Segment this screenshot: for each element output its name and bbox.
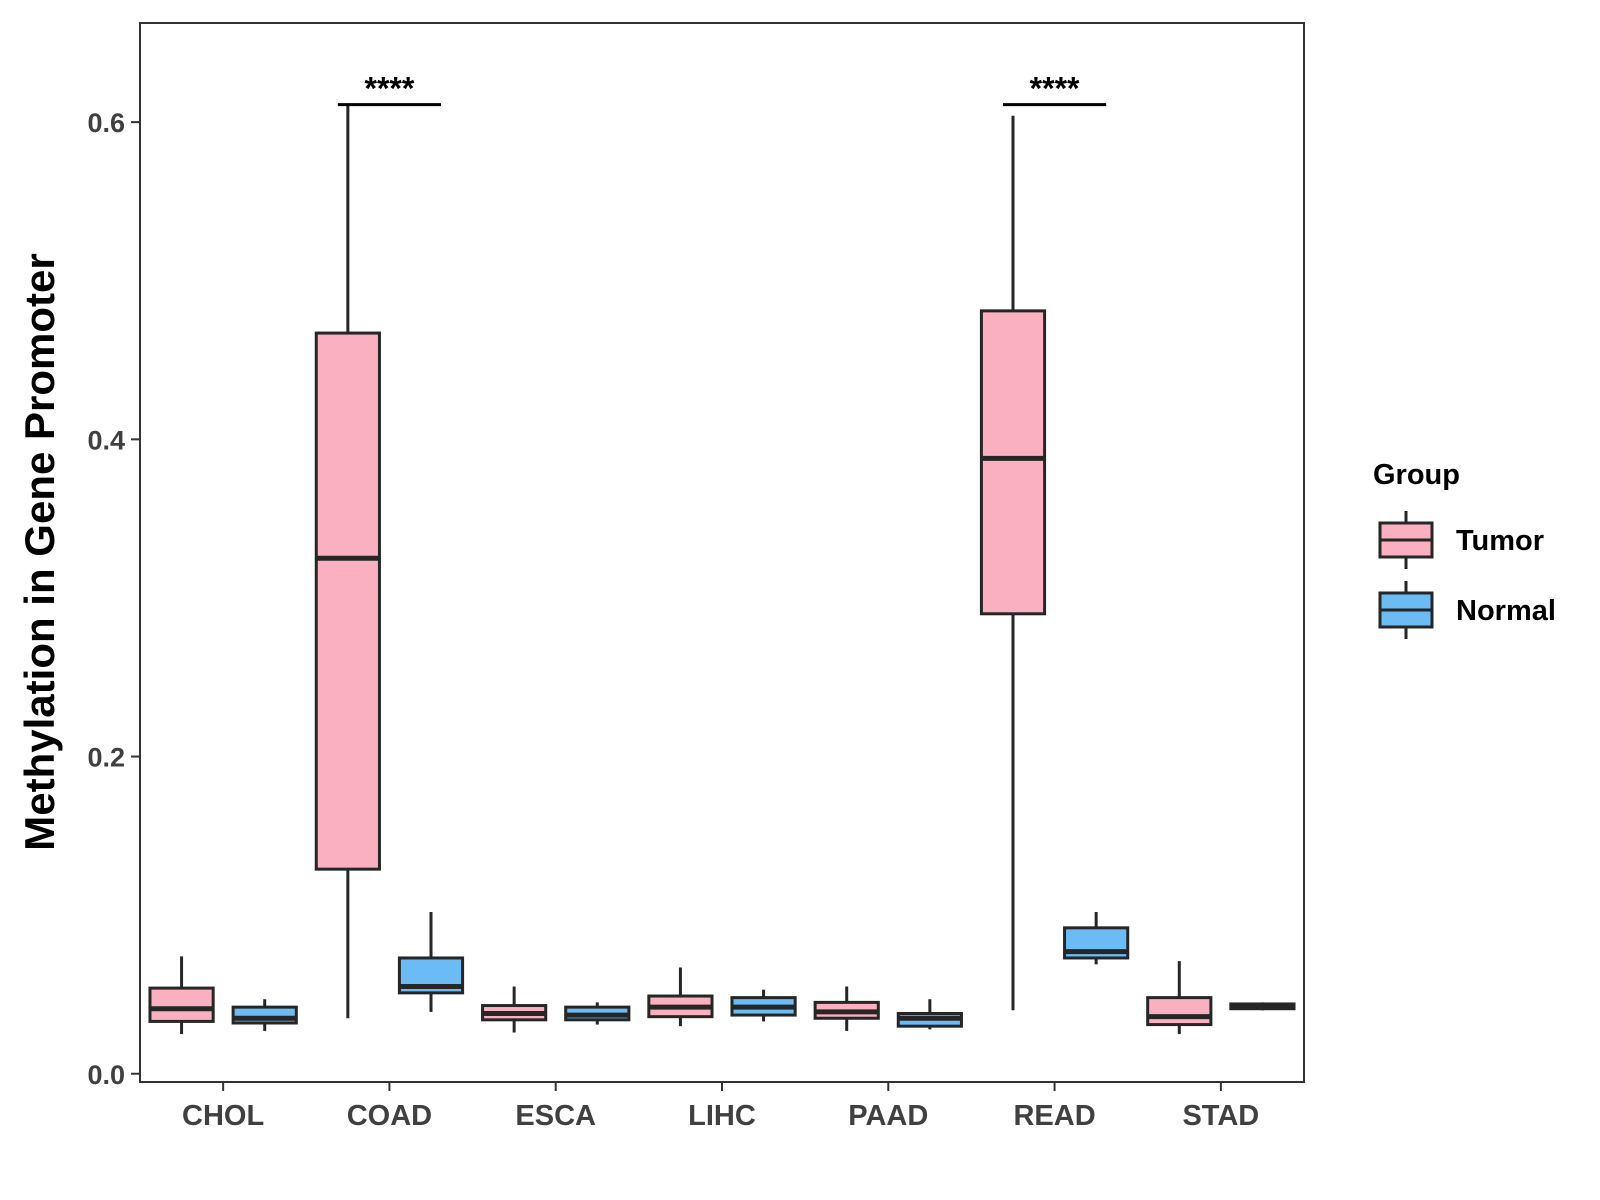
- box-iqr: [1146, 996, 1213, 1027]
- box-tumor-coad: [314, 104, 381, 1019]
- box-tumor-stad: [1146, 961, 1213, 1035]
- significance-label-coad: ****: [365, 71, 415, 107]
- y-axis: 0.0 0.2 0.4 0.6: [87, 108, 140, 1090]
- box-normal-paad: [896, 999, 963, 1030]
- x-tick-label-stad: STAD: [1182, 1100, 1259, 1132]
- y-tick-label: 0.0: [87, 1060, 125, 1090]
- box-normal-esca: [564, 1002, 631, 1025]
- x-tick-label-lihc: LIHC: [688, 1100, 756, 1132]
- box-tumor-paad: [813, 986, 880, 1031]
- legend-title: Group: [1373, 459, 1460, 491]
- box-tumor-read: [979, 115, 1047, 1011]
- x-tick-label-coad: COAD: [347, 1100, 432, 1132]
- box-normal-lihc: [730, 989, 797, 1022]
- box-normal-chol: [231, 999, 298, 1031]
- legend: Group Tumor Normal: [1373, 459, 1556, 639]
- y-tick-label: 0.2: [87, 743, 125, 773]
- legend-item-tumor: Tumor: [1378, 511, 1544, 569]
- y-tick-label: 0.4: [87, 425, 125, 455]
- box-normal-read: [1063, 911, 1130, 965]
- legend-label-normal: Normal: [1456, 595, 1556, 627]
- y-tick-label: 0.6: [87, 108, 125, 138]
- box-normal-stad: [1229, 1002, 1296, 1011]
- box-iqr: [979, 309, 1047, 616]
- legend-item-normal: Normal: [1378, 581, 1556, 639]
- x-tick-label-read: READ: [1013, 1100, 1095, 1132]
- panel-border: [139, 22, 1305, 1083]
- box-iqr: [148, 986, 215, 1023]
- x-tick-label-paad: PAAD: [848, 1100, 928, 1132]
- box-iqr: [314, 331, 381, 871]
- significance-annotations: **** ****: [337, 71, 1107, 107]
- y-axis-title: Methylation in Gene Promoter: [16, 253, 63, 850]
- legend-label-tumor: Tumor: [1456, 525, 1544, 557]
- box-normal-coad: [397, 911, 465, 1012]
- box-series: [148, 104, 1296, 1035]
- significance-label-read: ****: [1030, 71, 1080, 107]
- x-tick-label-chol: CHOL: [182, 1100, 264, 1132]
- box-tumor-chol: [148, 956, 215, 1035]
- x-axis: CHOL COAD ESCA LIHC PAAD READ STAD: [182, 1082, 1259, 1132]
- box-tumor-lihc: [647, 967, 714, 1027]
- x-tick-label-esca: ESCA: [515, 1100, 596, 1132]
- box-tumor-esca: [481, 986, 548, 1033]
